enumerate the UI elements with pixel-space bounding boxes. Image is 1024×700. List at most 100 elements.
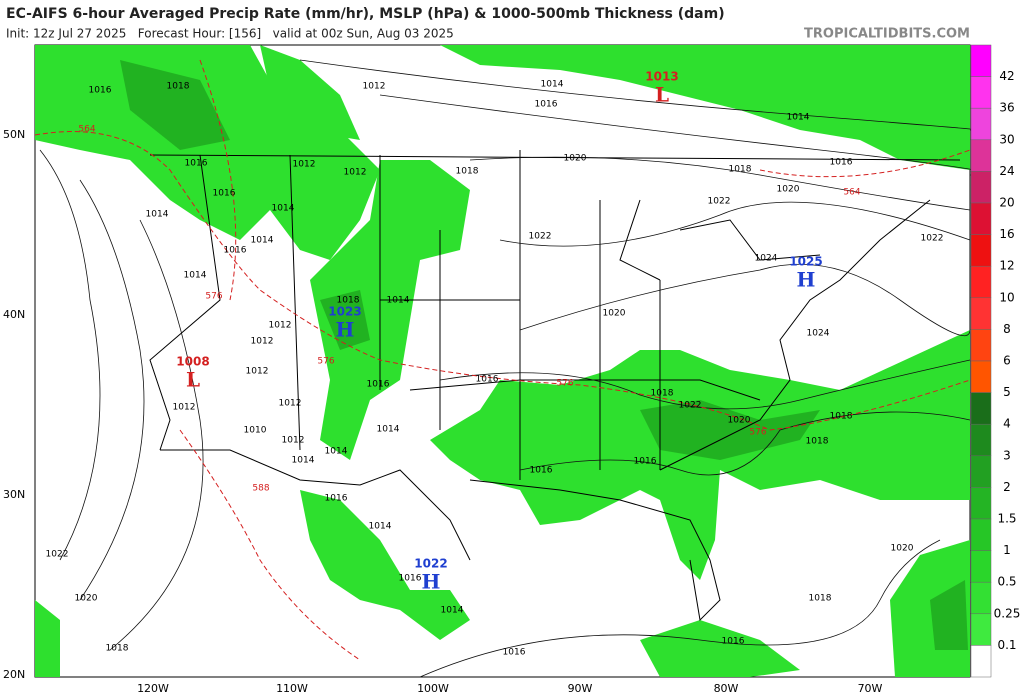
precip-heavy xyxy=(120,60,968,650)
thickness-label: 576 xyxy=(205,292,222,302)
isobar-label: 1012 xyxy=(173,403,196,413)
isobar-label: 1014 xyxy=(387,296,410,306)
colorbar-label: 42 xyxy=(999,69,1014,83)
subtitle: Init: 12z Jul 27 2025 Forecast Hour: [15… xyxy=(6,27,454,41)
isobar-label: 1022 xyxy=(708,197,731,207)
colorbar-label: 1 xyxy=(1003,543,1011,557)
colorbar-swatch xyxy=(970,423,992,457)
isobar-label: 1016 xyxy=(325,494,348,504)
colorbar-label: 1.5 xyxy=(997,512,1016,526)
isobar-label: 1012 xyxy=(279,399,302,409)
colorbar-swatch xyxy=(970,329,992,362)
thickness-label: 576 xyxy=(749,428,766,438)
colorbar-swatch xyxy=(970,202,992,235)
isobar-label: 1014 xyxy=(787,113,810,123)
isobar-label: 1020 xyxy=(603,309,626,319)
lat-label: 20N xyxy=(3,668,25,681)
colorbar-swatch xyxy=(970,455,992,488)
isobar-label: 1022 xyxy=(529,232,552,242)
lon-label: 90W xyxy=(568,682,593,695)
lon-label: 80W xyxy=(714,682,739,695)
isobar-label: 1016 xyxy=(530,466,553,476)
colorbar-label: 6 xyxy=(1003,354,1011,368)
isobar-label: 1014 xyxy=(541,80,564,90)
isobar-label: 1012 xyxy=(246,367,269,377)
colorbar-label: 36 xyxy=(999,101,1014,115)
colorbar-swatch xyxy=(970,581,992,615)
lon-label: 70W xyxy=(858,682,883,695)
lat-label: 40N xyxy=(3,308,25,321)
center-symbol: L xyxy=(186,368,200,392)
isobar-label: 1012 xyxy=(251,337,274,347)
isobar-label: 1012 xyxy=(282,436,305,446)
isobar-label: 1016 xyxy=(89,86,112,96)
isobar-label: 1018 xyxy=(830,412,853,422)
isobar-label: 1020 xyxy=(564,154,587,164)
isobar-label: 1022 xyxy=(679,401,702,411)
colorbar-label: 10 xyxy=(999,290,1014,304)
colorbar-swatch xyxy=(970,518,992,551)
isobar-label: 1018 xyxy=(806,437,829,447)
isobar-label: 1014 xyxy=(441,606,464,616)
isobar-label: 1018 xyxy=(651,389,674,399)
thickness-label: 576 xyxy=(317,357,334,367)
colorbar-swatch xyxy=(970,265,992,299)
lon-label: 120W xyxy=(137,682,169,695)
colorbar-swatch xyxy=(970,297,992,330)
isobar-label: 1018 xyxy=(809,594,832,604)
colorbar-swatch xyxy=(970,645,992,678)
thickness-label: 576 xyxy=(556,379,573,389)
thickness xyxy=(34,59,971,661)
title: EC-AIFS 6-hour Averaged Precip Rate (mm/… xyxy=(6,6,725,22)
center-value: 1025 xyxy=(789,255,822,269)
isobar-label: 1016 xyxy=(224,246,247,256)
colorbar-swatch xyxy=(970,487,992,520)
center-symbol: L xyxy=(655,83,669,107)
isobar-label: 1014 xyxy=(146,210,169,220)
colorbar-label: 5 xyxy=(1003,385,1011,399)
colorbar-label: 30 xyxy=(999,132,1014,146)
isobars xyxy=(39,59,990,678)
colorbar-label: 3 xyxy=(1003,448,1011,462)
colorbar-label: 20 xyxy=(999,196,1014,210)
center-symbol: H xyxy=(422,570,441,594)
isobar-label: 1020 xyxy=(75,594,98,604)
colorbar-swatch xyxy=(970,613,992,646)
credit: TROPICALTIDBITS.COM xyxy=(804,27,970,42)
isobar-label: 1016 xyxy=(722,637,745,647)
isobar-label: 1020 xyxy=(891,544,914,554)
colorbar-swatch xyxy=(970,44,992,77)
isobar-label: 1018 xyxy=(456,167,479,177)
isobar-label: 1014 xyxy=(377,425,400,435)
isobar-label: 1022 xyxy=(46,550,69,560)
colorbar-label: 0.25 xyxy=(994,606,1021,620)
colorbar-label: 0.5 xyxy=(997,575,1016,589)
lat-label: 30N xyxy=(3,488,25,501)
isobar-label: 1024 xyxy=(755,254,778,264)
lon-label: 100W xyxy=(417,682,449,695)
isobar-label: 1020 xyxy=(728,416,751,426)
center-symbol: H xyxy=(336,318,355,342)
center-value: 1008 xyxy=(176,355,209,369)
isobar-label: 1016 xyxy=(399,574,422,584)
isobar-label: 1018 xyxy=(729,165,752,175)
isobar-label: 1016 xyxy=(535,100,558,110)
colorbar-swatch xyxy=(970,360,992,393)
thickness-label: 588 xyxy=(252,484,269,494)
thickness-label: 564 xyxy=(843,188,860,198)
isobar-label: 1024 xyxy=(807,329,830,339)
isobar-label: 1014 xyxy=(325,447,348,457)
colorbar-label: 4 xyxy=(1003,417,1011,431)
map xyxy=(34,44,990,678)
lat-label: 50N xyxy=(3,128,25,141)
isobar-label: 1016 xyxy=(367,380,390,390)
isobar-label: 1016 xyxy=(213,189,236,199)
isobar-label: 1014 xyxy=(292,456,315,466)
colorbar-label: 0.1 xyxy=(997,638,1016,652)
colorbar-label: 8 xyxy=(1003,322,1011,336)
colorbar-swatch xyxy=(970,171,992,204)
isobar-label: 1014 xyxy=(272,204,295,214)
isobar-label: 1014 xyxy=(251,236,274,246)
isobar-label: 1022 xyxy=(921,234,944,244)
